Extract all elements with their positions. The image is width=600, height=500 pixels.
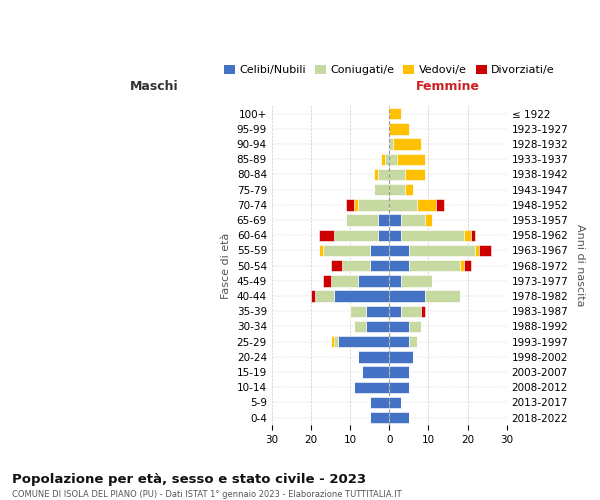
Bar [389, 260, 409, 272]
Bar [331, 336, 334, 347]
Bar [331, 275, 358, 286]
Bar [389, 306, 401, 317]
Bar [311, 290, 315, 302]
Bar [334, 336, 338, 347]
Bar [409, 245, 475, 256]
Text: COMUNE DI ISOLA DEL PIANO (PU) - Dati ISTAT 1° gennaio 2023 - Elaborazione TUTTI: COMUNE DI ISOLA DEL PIANO (PU) - Dati IS… [12, 490, 401, 499]
Bar [389, 184, 405, 196]
Bar [323, 275, 331, 286]
Bar [354, 199, 358, 210]
Bar [377, 230, 389, 241]
Bar [385, 154, 389, 165]
Bar [472, 230, 475, 241]
Bar [346, 214, 377, 226]
Bar [389, 397, 401, 408]
Bar [389, 382, 409, 393]
Bar [421, 306, 425, 317]
Bar [401, 214, 425, 226]
Bar [342, 260, 370, 272]
Bar [401, 306, 421, 317]
Bar [382, 154, 385, 165]
Bar [319, 230, 334, 241]
Bar [464, 230, 472, 241]
Bar [425, 290, 460, 302]
Bar [323, 245, 370, 256]
Bar [389, 336, 409, 347]
Bar [416, 199, 436, 210]
Bar [358, 275, 389, 286]
Bar [389, 351, 413, 362]
Text: Maschi: Maschi [130, 80, 179, 94]
Bar [366, 306, 389, 317]
Bar [362, 366, 389, 378]
Bar [409, 321, 421, 332]
Text: Femmine: Femmine [416, 80, 480, 94]
Bar [370, 412, 389, 424]
Bar [409, 336, 416, 347]
Bar [425, 214, 433, 226]
Bar [370, 397, 389, 408]
Bar [401, 230, 464, 241]
Bar [436, 199, 444, 210]
Bar [358, 351, 389, 362]
Y-axis label: Anni di nascita: Anni di nascita [575, 224, 585, 307]
Bar [334, 230, 377, 241]
Bar [464, 260, 472, 272]
Bar [460, 260, 464, 272]
Bar [377, 214, 389, 226]
Bar [475, 245, 479, 256]
Bar [389, 169, 405, 180]
Bar [397, 154, 425, 165]
Bar [354, 382, 389, 393]
Text: Popolazione per età, sesso e stato civile - 2023: Popolazione per età, sesso e stato civil… [12, 472, 366, 486]
Bar [346, 199, 354, 210]
Bar [389, 230, 401, 241]
Bar [389, 366, 409, 378]
Bar [334, 290, 389, 302]
Bar [389, 412, 409, 424]
Bar [389, 245, 409, 256]
Bar [331, 260, 342, 272]
Bar [319, 245, 323, 256]
Bar [370, 260, 389, 272]
Bar [315, 290, 334, 302]
Bar [389, 290, 425, 302]
Bar [389, 199, 416, 210]
Bar [377, 169, 389, 180]
Bar [366, 321, 389, 332]
Bar [350, 306, 366, 317]
Bar [389, 275, 401, 286]
Bar [338, 336, 389, 347]
Bar [370, 245, 389, 256]
Y-axis label: Fasce di età: Fasce di età [221, 232, 231, 299]
Bar [405, 184, 413, 196]
Legend: Celibi/Nubili, Coniugati/e, Vedovi/e, Divorziati/e: Celibi/Nubili, Coniugati/e, Vedovi/e, Di… [220, 60, 559, 80]
Bar [409, 260, 460, 272]
Bar [389, 138, 393, 149]
Bar [405, 169, 425, 180]
Bar [389, 214, 401, 226]
Bar [401, 275, 433, 286]
Bar [358, 199, 389, 210]
Bar [479, 245, 491, 256]
Bar [354, 321, 366, 332]
Bar [389, 108, 401, 120]
Bar [389, 154, 397, 165]
Bar [393, 138, 421, 149]
Bar [374, 169, 377, 180]
Bar [389, 321, 409, 332]
Bar [389, 123, 409, 134]
Bar [374, 184, 389, 196]
